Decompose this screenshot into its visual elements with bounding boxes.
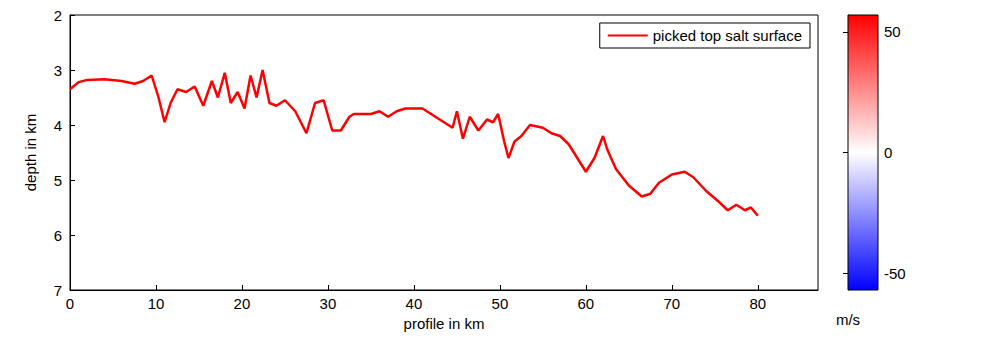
svg-text:20: 20	[234, 295, 251, 312]
svg-text:2: 2	[54, 7, 62, 24]
svg-text:m/s: m/s	[836, 311, 860, 328]
svg-text:4: 4	[54, 117, 62, 134]
svg-text:0: 0	[66, 295, 74, 312]
svg-text:50: 50	[884, 23, 901, 40]
svg-text:80: 80	[749, 295, 766, 312]
svg-text:profile in km: profile in km	[404, 315, 485, 332]
svg-text:30: 30	[320, 295, 337, 312]
svg-text:10: 10	[148, 295, 165, 312]
svg-text:60: 60	[578, 295, 595, 312]
svg-text:0: 0	[884, 144, 892, 161]
svg-text:6: 6	[54, 227, 62, 244]
svg-text:50: 50	[492, 295, 509, 312]
svg-text:depth in km: depth in km	[22, 114, 39, 192]
svg-text:70: 70	[663, 295, 680, 312]
svg-text:7: 7	[54, 282, 62, 299]
svg-text:3: 3	[54, 62, 62, 79]
svg-text:-50: -50	[884, 265, 906, 282]
svg-text:5: 5	[54, 172, 62, 189]
svg-text:40: 40	[406, 295, 423, 312]
svg-text:picked top salt surface: picked top salt surface	[653, 27, 802, 44]
